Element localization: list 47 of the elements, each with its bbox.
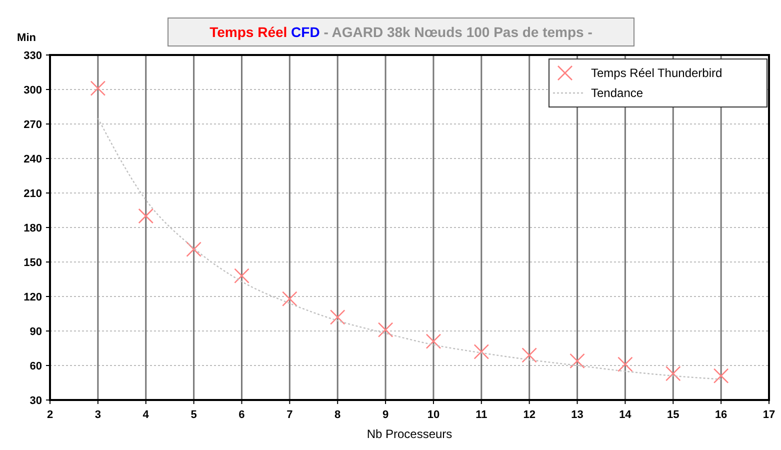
x-tick-label: 11 (476, 409, 488, 421)
x-tick-label: 6 (238, 409, 245, 421)
x-tick-label: 14 (619, 409, 632, 421)
y-tick-label: 240 (24, 153, 42, 166)
point (90, 80, 106, 96)
x-tick-label: 4 (142, 409, 150, 421)
x-tick-label: 3 (94, 409, 101, 421)
x-tick-label: 12 (523, 409, 536, 421)
point (234, 268, 250, 284)
legend-label: Temps Réel Thunderbird (591, 66, 722, 80)
x-tick-label: 2 (46, 409, 54, 421)
y-tick-label: 210 (24, 188, 42, 200)
x-tick-label: 7 (286, 409, 293, 421)
point (282, 291, 298, 306)
y-tick-label: 300 (24, 84, 42, 96)
x-tick-label: 15 (667, 409, 680, 421)
y-tick-label: 30 (30, 394, 42, 407)
x-tick-label: 13 (571, 409, 584, 421)
point (665, 366, 681, 382)
point (378, 322, 394, 338)
point (138, 208, 154, 224)
x-tick-label: 17 (762, 409, 776, 421)
y-tick-label: 60 (30, 360, 42, 372)
x-tick-label: 10 (427, 409, 440, 421)
x-tick-label: 8 (334, 409, 341, 421)
point (330, 310, 346, 325)
chart-subtitle: - AGARD 38k Nœuds 100 Pas de temps - (320, 24, 593, 40)
y-tick-label: 330 (24, 50, 42, 62)
legend-label: Tendance (591, 86, 644, 100)
y-tick-label: 270 (24, 118, 42, 131)
y-tick-label: 90 (30, 326, 42, 338)
point (713, 368, 729, 384)
x-axis-title: Nb Processeurs (366, 427, 452, 441)
x-tick-label: 16 (714, 409, 728, 421)
x-tick-label: 5 (190, 409, 197, 421)
y-tick-label: 180 (24, 222, 42, 234)
y-tick-label: 150 (24, 256, 42, 269)
x-tick-label: 9 (382, 409, 389, 421)
point (474, 344, 490, 360)
point (618, 356, 633, 372)
y-tick-label: 120 (24, 291, 42, 304)
chart-title: Temps Réel CFD (210, 24, 320, 40)
point (570, 353, 585, 369)
point (186, 242, 202, 257)
point (522, 348, 537, 363)
y-axis-title: Min (17, 32, 36, 44)
point (426, 334, 442, 349)
